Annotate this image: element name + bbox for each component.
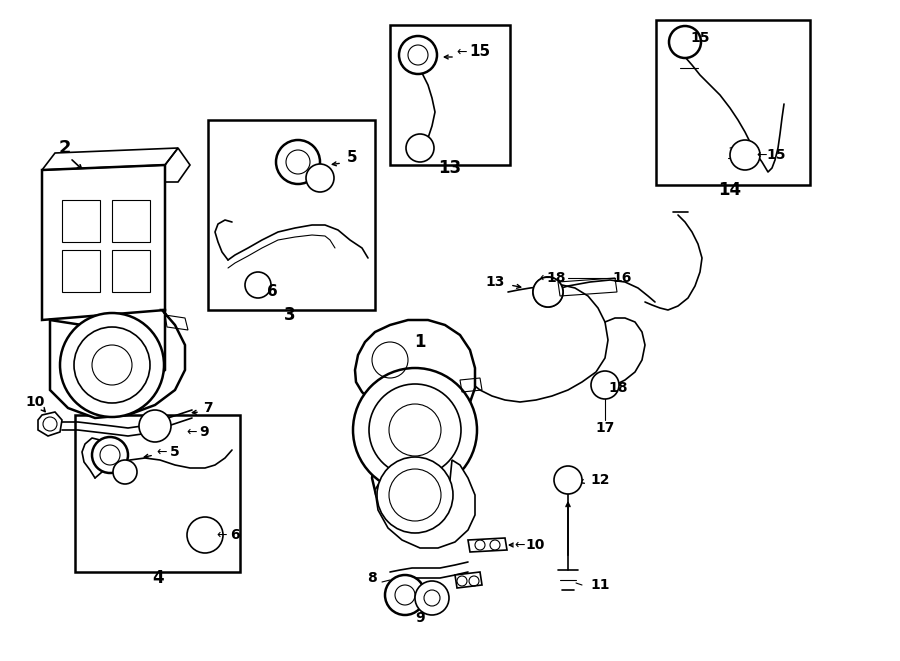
Polygon shape: [455, 572, 482, 588]
Polygon shape: [50, 310, 185, 418]
Text: ←: ←: [157, 446, 167, 459]
Polygon shape: [38, 412, 62, 436]
Text: 12: 12: [590, 473, 609, 487]
Text: 16: 16: [612, 271, 632, 285]
Polygon shape: [355, 320, 475, 526]
Circle shape: [353, 368, 477, 492]
Circle shape: [306, 164, 334, 192]
Circle shape: [669, 26, 701, 58]
Text: 15: 15: [766, 148, 786, 162]
Polygon shape: [42, 165, 165, 320]
Circle shape: [92, 437, 128, 473]
Text: ←: ←: [515, 539, 526, 551]
Circle shape: [406, 134, 434, 162]
Text: ←: ←: [456, 46, 467, 59]
Circle shape: [533, 277, 563, 307]
Text: ←: ←: [757, 149, 767, 161]
Polygon shape: [375, 460, 475, 548]
Circle shape: [730, 140, 760, 170]
Text: 8: 8: [367, 571, 377, 585]
Polygon shape: [62, 200, 100, 242]
Text: 17: 17: [595, 421, 615, 435]
Polygon shape: [112, 200, 150, 242]
Text: 10: 10: [25, 395, 45, 409]
Text: 9: 9: [199, 425, 209, 439]
Text: 3: 3: [284, 306, 296, 324]
Text: 15: 15: [690, 31, 710, 45]
Text: 9: 9: [415, 611, 425, 625]
Bar: [208, 120, 375, 310]
Circle shape: [554, 466, 582, 494]
Circle shape: [377, 457, 453, 533]
Circle shape: [113, 460, 137, 484]
Text: 18: 18: [608, 381, 628, 395]
Circle shape: [415, 581, 449, 615]
Bar: [656, 20, 810, 185]
Circle shape: [187, 517, 223, 553]
Text: 13: 13: [438, 159, 462, 177]
Text: 10: 10: [526, 538, 544, 552]
Circle shape: [276, 140, 320, 184]
Text: 1: 1: [414, 333, 426, 351]
Circle shape: [139, 410, 171, 442]
Polygon shape: [62, 250, 100, 292]
Text: 7: 7: [203, 401, 212, 415]
Text: 6: 6: [266, 284, 277, 299]
Text: ←: ←: [187, 426, 197, 438]
Text: 11: 11: [590, 578, 609, 592]
Text: 18: 18: [546, 271, 566, 285]
Text: 5: 5: [346, 151, 357, 165]
Text: 6: 6: [230, 528, 239, 542]
Circle shape: [385, 575, 425, 615]
Circle shape: [60, 313, 164, 417]
Text: 15: 15: [470, 44, 490, 59]
Circle shape: [533, 277, 563, 307]
Text: 14: 14: [718, 181, 742, 199]
Text: ←: ←: [540, 272, 550, 284]
Text: ←: ←: [217, 529, 227, 541]
Polygon shape: [112, 250, 150, 292]
Polygon shape: [468, 538, 507, 552]
Circle shape: [399, 36, 437, 74]
Circle shape: [591, 371, 619, 399]
Text: 2: 2: [58, 139, 71, 157]
Text: 5: 5: [170, 445, 180, 459]
Bar: [75, 415, 240, 572]
Circle shape: [245, 272, 271, 298]
Bar: [390, 25, 510, 165]
Text: 13: 13: [485, 275, 505, 289]
Text: 4: 4: [152, 569, 164, 587]
